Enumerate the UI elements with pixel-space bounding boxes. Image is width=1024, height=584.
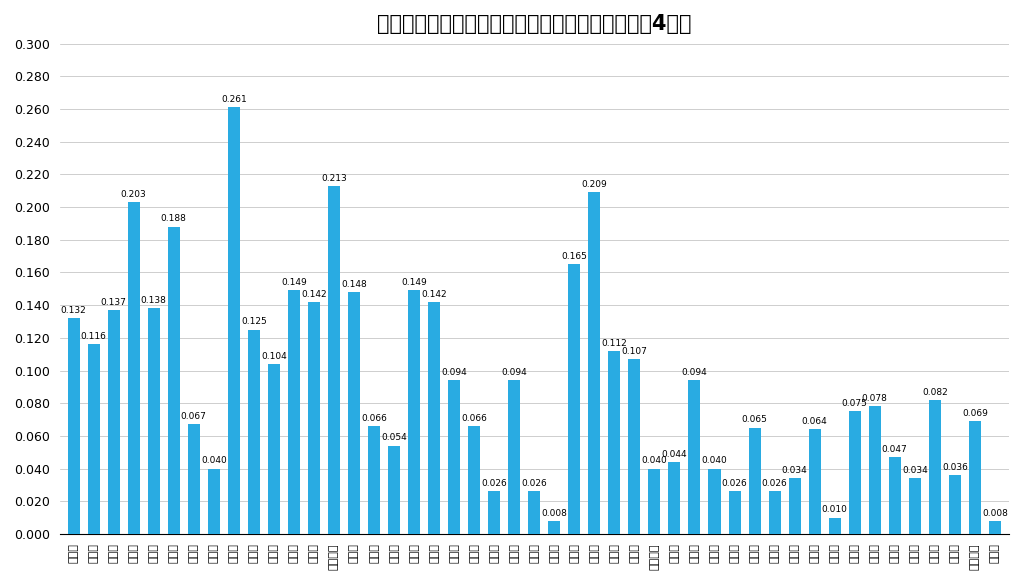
Text: 0.069: 0.069 <box>962 409 988 418</box>
Text: 0.008: 0.008 <box>982 509 1008 517</box>
Bar <box>488 491 500 534</box>
Bar <box>388 446 400 534</box>
Bar <box>828 517 841 534</box>
Title: 平均サテライト保有数（全ステーション）【令和4年】: 平均サテライト保有数（全ステーション）【令和4年】 <box>377 14 691 34</box>
Bar <box>949 475 961 534</box>
Text: 0.137: 0.137 <box>100 298 127 307</box>
Bar <box>868 406 881 534</box>
Bar <box>248 330 260 534</box>
Bar <box>147 308 160 534</box>
Text: 0.132: 0.132 <box>60 306 86 315</box>
Bar <box>809 429 820 534</box>
Bar <box>929 400 941 534</box>
Bar <box>889 457 901 534</box>
Text: 0.026: 0.026 <box>481 479 507 488</box>
Text: 0.165: 0.165 <box>561 252 587 261</box>
Bar <box>629 359 640 534</box>
Bar <box>409 290 420 534</box>
Text: 0.054: 0.054 <box>381 433 407 443</box>
Bar <box>568 265 581 534</box>
Text: 0.188: 0.188 <box>161 214 186 224</box>
Bar <box>608 351 621 534</box>
Text: 0.209: 0.209 <box>582 180 607 189</box>
Bar <box>528 491 541 534</box>
Bar <box>168 227 180 534</box>
Bar <box>368 426 380 534</box>
Bar <box>709 468 721 534</box>
Text: 0.036: 0.036 <box>942 463 968 472</box>
Bar <box>227 107 240 534</box>
Bar <box>989 521 1000 534</box>
Bar <box>449 380 460 534</box>
Bar <box>548 521 560 534</box>
Text: 0.125: 0.125 <box>241 318 266 326</box>
Text: 0.094: 0.094 <box>502 368 527 377</box>
Text: 0.047: 0.047 <box>882 445 907 454</box>
Text: 0.034: 0.034 <box>902 466 928 475</box>
Text: 0.142: 0.142 <box>301 290 327 298</box>
Bar <box>669 462 681 534</box>
Text: 0.078: 0.078 <box>862 394 888 403</box>
Text: 0.010: 0.010 <box>821 505 848 515</box>
Bar <box>187 425 200 534</box>
Bar <box>348 292 360 534</box>
Text: 0.066: 0.066 <box>361 414 387 423</box>
Text: 0.148: 0.148 <box>341 280 367 289</box>
Text: 0.104: 0.104 <box>261 352 287 361</box>
Bar <box>68 318 80 534</box>
Bar <box>128 202 139 534</box>
Text: 0.075: 0.075 <box>842 399 867 408</box>
Bar <box>468 426 480 534</box>
Bar <box>688 380 700 534</box>
Bar <box>769 491 780 534</box>
Text: 0.082: 0.082 <box>922 388 947 397</box>
Bar <box>589 193 600 534</box>
Text: 0.094: 0.094 <box>682 368 708 377</box>
Text: 0.026: 0.026 <box>762 479 787 488</box>
Text: 0.094: 0.094 <box>441 368 467 377</box>
Bar <box>108 310 120 534</box>
Text: 0.008: 0.008 <box>542 509 567 517</box>
Text: 0.040: 0.040 <box>701 456 727 465</box>
Text: 0.112: 0.112 <box>601 339 628 347</box>
Bar <box>508 380 520 534</box>
Bar <box>749 427 761 534</box>
Text: 0.116: 0.116 <box>81 332 106 341</box>
Bar <box>208 468 220 534</box>
Text: 0.107: 0.107 <box>622 347 647 356</box>
Text: 0.026: 0.026 <box>722 479 748 488</box>
Bar <box>728 491 740 534</box>
Bar <box>788 478 801 534</box>
Bar <box>308 302 319 534</box>
Text: 0.034: 0.034 <box>781 466 808 475</box>
Text: 0.213: 0.213 <box>322 173 347 183</box>
Text: 0.067: 0.067 <box>181 412 207 421</box>
Bar <box>268 364 280 534</box>
Text: 0.064: 0.064 <box>802 417 827 426</box>
Text: 0.040: 0.040 <box>642 456 668 465</box>
Bar <box>908 478 921 534</box>
Bar <box>969 421 981 534</box>
Bar <box>288 290 300 534</box>
Bar <box>328 186 340 534</box>
Text: 0.026: 0.026 <box>521 479 547 488</box>
Text: 0.142: 0.142 <box>421 290 446 298</box>
Text: 0.138: 0.138 <box>141 296 167 305</box>
Text: 0.203: 0.203 <box>121 190 146 199</box>
Bar <box>88 345 99 534</box>
Bar <box>428 302 440 534</box>
Text: 0.044: 0.044 <box>662 450 687 459</box>
Bar <box>648 468 660 534</box>
Bar <box>849 411 861 534</box>
Text: 0.040: 0.040 <box>201 456 226 465</box>
Text: 0.261: 0.261 <box>221 95 247 104</box>
Text: 0.066: 0.066 <box>461 414 487 423</box>
Text: 0.065: 0.065 <box>741 415 767 425</box>
Text: 0.149: 0.149 <box>401 278 427 287</box>
Text: 0.149: 0.149 <box>281 278 307 287</box>
